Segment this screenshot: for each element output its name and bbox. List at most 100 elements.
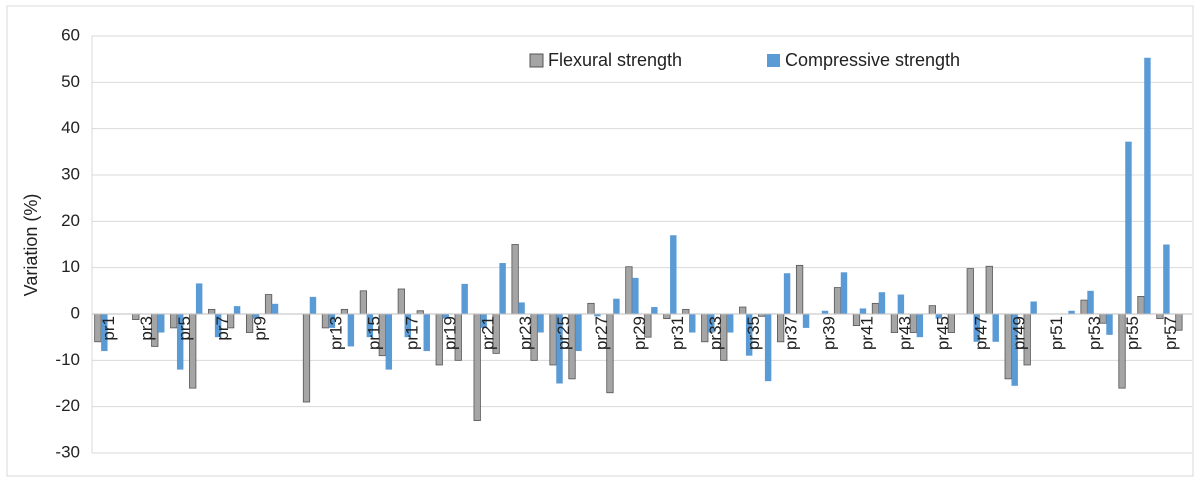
bar xyxy=(340,308,349,315)
bar xyxy=(208,308,216,315)
y-tick-label: 50 xyxy=(61,72,80,91)
bar xyxy=(499,263,506,314)
bar xyxy=(101,314,108,352)
bar xyxy=(359,290,368,315)
bar xyxy=(537,314,544,333)
bar xyxy=(404,314,411,338)
bar xyxy=(442,314,449,319)
bar xyxy=(821,310,829,314)
bar xyxy=(897,294,905,314)
x-tick-label: pr43 xyxy=(896,316,915,350)
x-tick-label: pr31 xyxy=(668,316,687,350)
bar xyxy=(859,308,867,314)
bar xyxy=(594,314,601,317)
x-tick-label: pr53 xyxy=(1085,316,1104,350)
bar xyxy=(158,314,165,333)
bar xyxy=(651,307,658,314)
x-tick-label: pr13 xyxy=(327,316,346,350)
x-tick-label: pr33 xyxy=(706,316,725,350)
x-tick-label: pr7 xyxy=(213,316,232,341)
bar xyxy=(871,302,880,315)
bar xyxy=(1030,301,1037,314)
bar xyxy=(252,314,260,319)
bar xyxy=(328,314,336,328)
bar xyxy=(309,296,317,314)
bar xyxy=(195,283,203,314)
x-tick-label: pr25 xyxy=(554,316,573,350)
x-tick-label: pr3 xyxy=(137,316,156,341)
bar xyxy=(682,308,690,315)
bar xyxy=(1011,314,1018,386)
legend-swatch xyxy=(529,53,544,68)
bar xyxy=(966,268,974,315)
y-tick-label: 0 xyxy=(71,303,80,322)
bar xyxy=(1068,310,1075,314)
x-tick-label: pr1 xyxy=(99,316,118,341)
bar xyxy=(764,314,772,382)
x-tick-label: pr57 xyxy=(1161,316,1180,350)
bar xyxy=(878,292,886,314)
bar xyxy=(739,306,747,315)
bar xyxy=(511,244,519,315)
bar xyxy=(397,288,405,315)
x-tick-label: pr47 xyxy=(971,316,990,350)
bar xyxy=(385,314,393,370)
bar xyxy=(625,266,633,315)
bar xyxy=(556,314,563,384)
x-tick-label: pr15 xyxy=(364,316,383,350)
bar xyxy=(689,314,696,333)
bar xyxy=(518,302,525,314)
y-tick-label: 20 xyxy=(61,211,80,230)
x-tick-label: pr5 xyxy=(175,316,194,341)
y-tick-label: 10 xyxy=(61,257,80,276)
bar xyxy=(1137,295,1145,315)
bar xyxy=(176,314,184,370)
y-tick-label: 30 xyxy=(61,164,80,183)
bar xyxy=(928,305,936,315)
legend-label: Compressive strength xyxy=(785,50,960,70)
bar xyxy=(916,314,924,338)
legend-swatch xyxy=(767,54,780,67)
bar xyxy=(708,314,715,333)
bar xyxy=(233,306,241,314)
bar xyxy=(587,302,595,315)
bar xyxy=(632,277,639,314)
y-tick-label: -20 xyxy=(55,396,80,415)
bar xyxy=(1125,141,1132,314)
bar xyxy=(575,314,582,352)
bar xyxy=(271,303,279,314)
bar xyxy=(833,287,842,315)
bar xyxy=(1106,314,1113,335)
x-tick-label: pr55 xyxy=(1123,316,1142,350)
bar xyxy=(840,272,848,314)
bar xyxy=(214,314,222,338)
bar xyxy=(726,314,734,333)
x-tick-label: pr21 xyxy=(478,316,497,350)
bar xyxy=(783,273,791,314)
bar xyxy=(992,314,999,342)
bar xyxy=(1087,290,1094,314)
x-tick-label: pr45 xyxy=(933,316,952,350)
bar xyxy=(670,235,677,314)
y-axis-label: Variation (%) xyxy=(21,194,41,297)
bar xyxy=(1163,244,1170,314)
bar xyxy=(1144,57,1151,314)
x-tick-label: pr9 xyxy=(251,316,270,341)
bar xyxy=(985,265,993,315)
bar xyxy=(795,264,804,315)
bar xyxy=(935,314,943,319)
x-tick-label: pr51 xyxy=(1047,316,1066,350)
bar xyxy=(802,314,810,328)
bar xyxy=(1080,299,1088,315)
x-tick-label: pr27 xyxy=(592,316,611,350)
bar xyxy=(745,314,753,356)
bar xyxy=(347,314,355,347)
y-tick-label: -10 xyxy=(55,350,80,369)
x-tick-label: pr41 xyxy=(858,316,877,350)
bar xyxy=(973,314,980,342)
bar xyxy=(302,313,311,403)
legend-label: Flexural strength xyxy=(548,50,682,70)
x-tick-label: pr49 xyxy=(1009,316,1028,350)
x-tick-label: pr35 xyxy=(744,316,763,350)
